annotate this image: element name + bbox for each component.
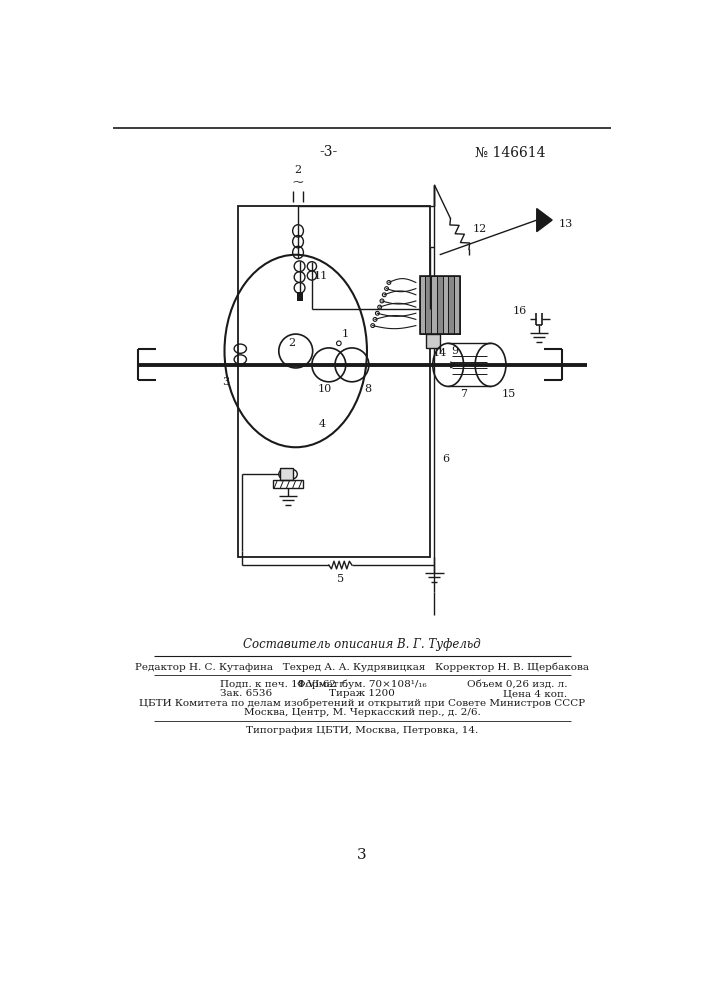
Text: 14: 14 [433,348,447,358]
Text: -3-: -3- [320,145,338,159]
Bar [273,480,303,488]
Bar [279,468,293,480]
Text: Москва, Центр, М. Черкасский пер., д. 2/6.: Москва, Центр, М. Черкасский пер., д. 2/… [244,708,480,717]
Text: Подп. к печ. 18.VI-62 г.: Подп. к печ. 18.VI-62 г. [219,680,348,689]
Text: 13: 13 [559,219,573,229]
Bar [437,276,443,334]
Text: 3: 3 [223,377,230,387]
Bar [426,276,431,334]
Text: Типография ЦБТИ, Москва, Петровка, 14.: Типография ЦБТИ, Москва, Петровка, 14. [246,726,478,735]
Text: Зак. 6536: Зак. 6536 [219,689,271,698]
Bar [448,276,454,334]
Text: 16: 16 [513,306,527,316]
Text: № 146614: № 146614 [474,145,545,159]
Bar [431,276,437,334]
Polygon shape [537,209,552,232]
Text: 9: 9 [451,346,458,356]
Text: Редактор Н. С. Кутафина   Техред А. А. Кудрявицкая   Корректор Н. В. Щербакова: Редактор Н. С. Кутафина Техред А. А. Куд… [135,663,589,672]
Bar [296,292,303,301]
Text: 5: 5 [337,574,344,584]
Text: 8: 8 [364,384,371,394]
Text: 7: 7 [460,389,467,399]
Bar [420,276,426,334]
Text: 6: 6 [442,454,449,464]
Text: Объем 0,26 изд. л.: Объем 0,26 изд. л. [467,680,568,689]
Text: 2: 2 [295,165,302,175]
Bar [420,276,460,334]
Text: ЦБТИ Комитета по делам изобретений и открытий при Совете Министров СССР: ЦБТИ Комитета по делам изобретений и отк… [139,699,585,708]
Text: 3: 3 [357,848,367,862]
Text: Тираж 1200: Тираж 1200 [329,689,395,698]
Text: 2: 2 [288,338,296,348]
Text: 15: 15 [502,389,516,399]
Text: Составитель описания В. Г. Туфельд: Составитель описания В. Г. Туфельд [243,638,481,651]
Bar [454,276,460,334]
Bar [443,276,448,334]
Text: 1: 1 [341,329,349,339]
Text: Цена 4 коп.: Цена 4 коп. [503,689,568,698]
Bar [238,206,431,557]
Text: 4: 4 [319,419,326,429]
Text: ~: ~ [292,176,305,190]
Text: Формат бум. 70×108¹/₁₆: Формат бум. 70×108¹/₁₆ [297,680,427,689]
Text: 10: 10 [318,384,332,394]
Bar [426,334,440,348]
Text: 11: 11 [313,271,327,281]
Text: 12: 12 [473,224,487,234]
